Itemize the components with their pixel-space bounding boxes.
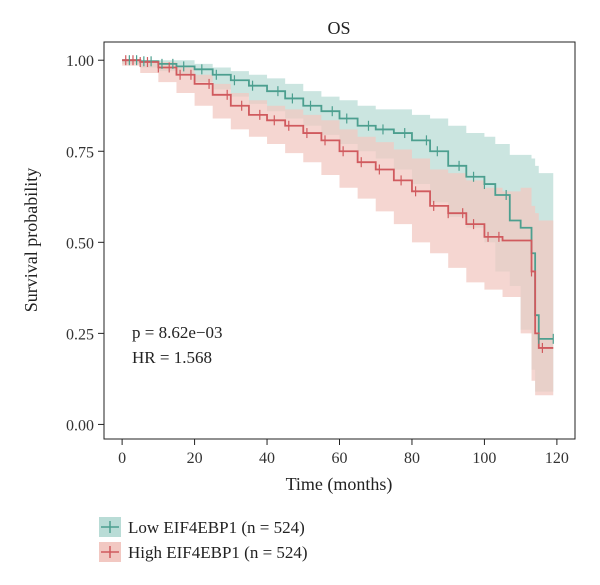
chart-title: OS	[327, 18, 350, 38]
survival-curves	[122, 59, 554, 349]
x-axis-ticks: 0 20 40 60 80 100 120	[118, 439, 569, 467]
confidence-bands	[122, 60, 554, 396]
legend-label-high: High EIF4EBP1 (n = 524)	[128, 543, 308, 562]
x-tick-label: 80	[404, 450, 420, 467]
legend: Low EIF4EBP1 (n = 524) High EIF4EBP1 (n …	[99, 517, 308, 562]
y-tick-label: 0.00	[66, 417, 94, 434]
survival-curve-high	[122, 59, 554, 349]
ci-band-high	[122, 60, 554, 396]
y-tick-label: 0.25	[66, 326, 94, 343]
y-tick-label: 1.00	[66, 53, 94, 70]
censor-marks	[125, 55, 554, 353]
legend-item-high: High EIF4EBP1 (n = 524)	[99, 542, 308, 562]
y-tick-label: 0.50	[66, 235, 94, 252]
x-tick-label: 0	[118, 450, 126, 467]
ci-band-low	[122, 60, 554, 392]
x-tick-label: 120	[545, 450, 569, 467]
hazard-ratio-annotation: HR = 1.568	[132, 348, 212, 367]
legend-label-low: Low EIF4EBP1 (n = 524)	[128, 518, 305, 537]
x-tick-label: 60	[332, 450, 348, 467]
legend-item-low: Low EIF4EBP1 (n = 524)	[99, 517, 305, 537]
x-tick-label: 100	[472, 450, 496, 467]
x-tick-label: 40	[259, 450, 275, 467]
x-axis-title: Time (months)	[286, 474, 393, 495]
survival-curve-low	[122, 59, 554, 340]
p-value-annotation: p = 8.62e−03	[132, 323, 222, 342]
y-tick-label: 0.75	[66, 144, 94, 161]
x-tick-label: 20	[187, 450, 203, 467]
y-axis-ticks: 0.00 0.25 0.50 0.75 1.00	[66, 53, 104, 434]
y-axis-title: Survival probability	[21, 168, 41, 312]
